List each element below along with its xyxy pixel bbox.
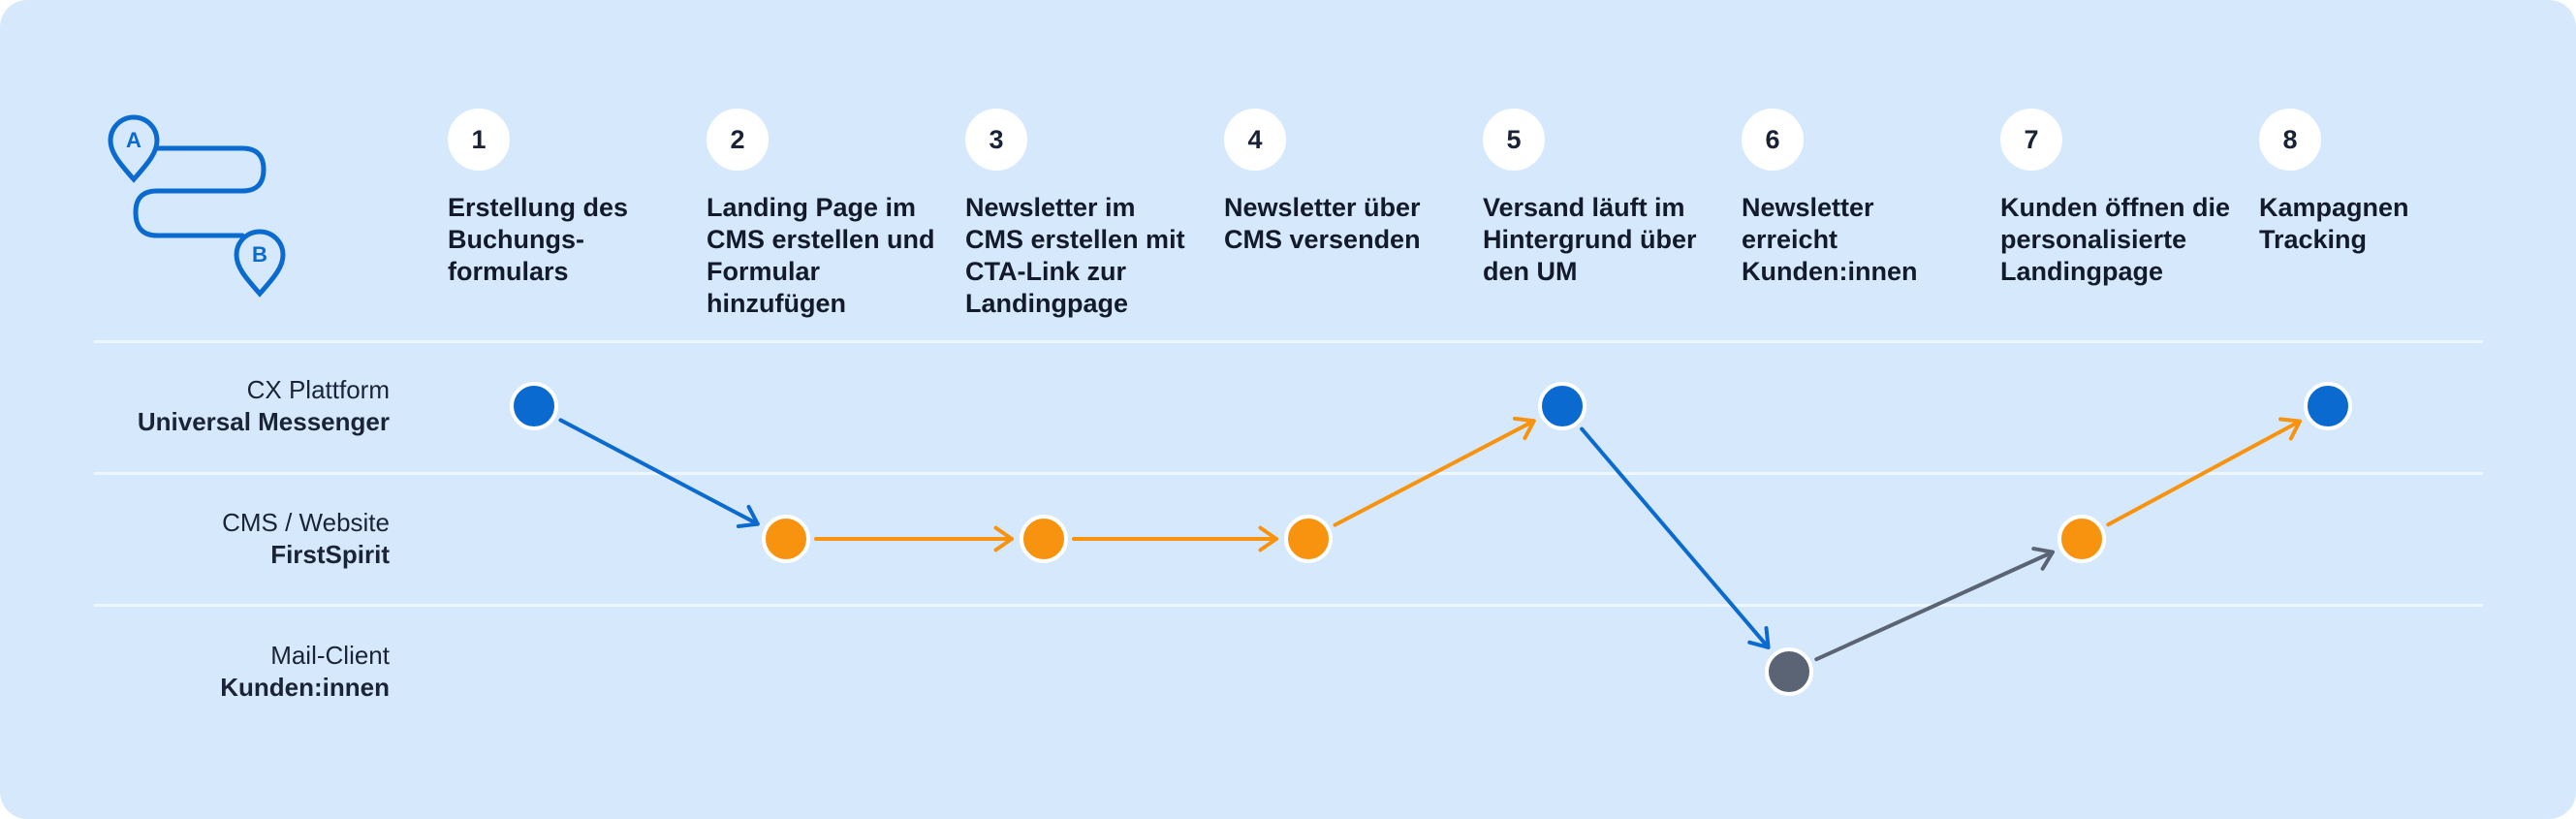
step-3: 3 Newsletter im CMS erstellen mit CTA-Li… — [965, 109, 1198, 320]
flow-arrow-line — [1580, 426, 1771, 649]
pin-a-icon: A — [108, 114, 160, 183]
arrowhead-icon — [736, 504, 760, 528]
flow-node-step-6 — [1765, 647, 1813, 696]
arrowhead-icon — [2278, 417, 2302, 441]
flow-arrow — [558, 418, 760, 528]
lane-system: FirstSpirit — [270, 540, 390, 569]
step-5: 5 Versand läuft im Hintergrund über den … — [1483, 109, 1715, 288]
flow-node-step-7 — [2058, 515, 2106, 563]
flow-node-step-1 — [510, 382, 558, 430]
flow-node-step-5 — [1538, 382, 1586, 430]
lane-title: Mail-Client — [270, 641, 390, 670]
flow-node-step-2 — [762, 515, 810, 563]
step-label: Newsletter über CMS versenden — [1224, 193, 1421, 254]
lane-label-mail-client: Mail-Client Kunden:innen — [220, 640, 390, 704]
step-number: 7 — [2000, 109, 2062, 171]
step-number: 8 — [2259, 109, 2321, 171]
pin-b-icon: B — [234, 229, 286, 298]
lane-system: Kunden:innen — [220, 673, 390, 702]
step-number: 5 — [1483, 109, 1545, 171]
lane-title: CMS / Website — [222, 508, 390, 537]
pin-b-label: B — [252, 242, 267, 267]
flow-arrow-line — [558, 418, 760, 526]
pin-a-label: A — [126, 128, 141, 152]
flow-arrow — [1333, 416, 1536, 527]
flow-arrow — [1814, 547, 2055, 662]
arrowhead-icon — [2031, 547, 2055, 571]
flow-node-step-3 — [1020, 515, 1068, 563]
flow-arrow — [814, 525, 1014, 552]
step-number: 2 — [707, 109, 769, 171]
arrowhead-icon — [1512, 416, 1536, 440]
arrowhead-icon — [1258, 525, 1278, 552]
flow-arrow — [1072, 525, 1278, 552]
lane-title: CX Plattform — [246, 375, 390, 404]
step-number: 3 — [965, 109, 1027, 171]
lane-label-cms: CMS / Website FirstSpirit — [222, 507, 390, 571]
flow-node-step-4 — [1284, 515, 1333, 563]
arrowhead-icon — [993, 525, 1014, 552]
step-number: 1 — [448, 109, 510, 171]
flow-arrow — [2106, 417, 2302, 527]
step-8: 8 Kampagnen Tracking — [2259, 109, 2492, 256]
flow-arrow-line — [1333, 419, 1536, 527]
arrowhead-icon — [1747, 626, 1771, 649]
lane-divider — [94, 340, 2483, 343]
step-label: Newsletter erreicht Kunden:innen — [1742, 193, 1918, 286]
lane-divider — [94, 472, 2483, 475]
step-number: 4 — [1224, 109, 1286, 171]
step-label: Newsletter im CMS erstellen mit CTA-Link… — [965, 193, 1185, 318]
step-label: Kunden öffnen die personalisierte Landin… — [2000, 193, 2230, 286]
flow-node-step-8 — [2304, 382, 2352, 430]
step-label: Versand läuft im Hintergrund über den UM — [1483, 193, 1697, 286]
lane-label-cx-platform: CX Plattform Universal Messenger — [138, 374, 390, 438]
step-7: 7 Kunden öffnen die personalisierte Land… — [2000, 109, 2233, 288]
flow-arrow-line — [2106, 419, 2302, 527]
route-a-to-b-icon: A B — [108, 114, 286, 298]
step-1: 1 Erstellung des Buchungs- formulars — [448, 109, 680, 288]
step-number: 6 — [1742, 109, 1804, 171]
step-label: Landing Page im CMS erstellen und Formul… — [707, 193, 935, 318]
step-6: 6 Newsletter erreicht Kunden:innen — [1742, 109, 1974, 288]
flow-arrow — [1580, 426, 1771, 649]
lane-divider — [94, 604, 2483, 607]
step-2: 2 Landing Page im CMS erstellen und Form… — [707, 109, 939, 320]
step-label: Kampagnen Tracking — [2259, 193, 2409, 254]
step-4: 4 Newsletter über CMS versenden — [1224, 109, 1457, 256]
lane-system: Universal Messenger — [137, 407, 390, 436]
flow-arrow-line — [1814, 550, 2055, 662]
step-label: Erstellung des Buchungs- formulars — [448, 193, 629, 286]
